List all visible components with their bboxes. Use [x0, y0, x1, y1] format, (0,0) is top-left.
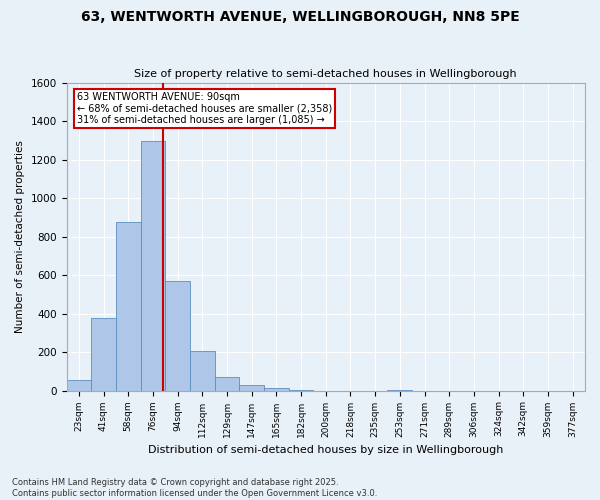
Title: Size of property relative to semi-detached houses in Wellingborough: Size of property relative to semi-detach… — [134, 69, 517, 79]
Y-axis label: Number of semi-detached properties: Number of semi-detached properties — [15, 140, 25, 333]
Bar — [165, 281, 190, 390]
Bar — [264, 388, 289, 390]
X-axis label: Distribution of semi-detached houses by size in Wellingborough: Distribution of semi-detached houses by … — [148, 445, 503, 455]
Bar — [215, 377, 239, 390]
Text: Contains HM Land Registry data © Crown copyright and database right 2025.
Contai: Contains HM Land Registry data © Crown c… — [12, 478, 377, 498]
Bar — [91, 318, 116, 390]
Bar — [116, 222, 140, 390]
Bar — [67, 380, 91, 390]
Bar — [190, 351, 215, 391]
Bar — [140, 142, 165, 390]
Text: 63, WENTWORTH AVENUE, WELLINGBOROUGH, NN8 5PE: 63, WENTWORTH AVENUE, WELLINGBOROUGH, NN… — [80, 10, 520, 24]
Text: 63 WENTWORTH AVENUE: 90sqm
← 68% of semi-detached houses are smaller (2,358)
31%: 63 WENTWORTH AVENUE: 90sqm ← 68% of semi… — [77, 92, 332, 125]
Bar — [239, 385, 264, 390]
